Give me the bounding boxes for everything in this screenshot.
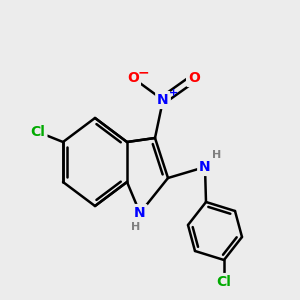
Text: O: O [188,71,200,85]
Text: N: N [199,160,211,174]
Text: H: H [212,150,222,160]
Text: Cl: Cl [217,275,231,289]
Text: −: − [137,65,149,79]
Text: N: N [157,93,169,107]
Text: O: O [127,71,139,85]
Text: Cl: Cl [31,125,45,139]
Text: H: H [131,222,141,232]
Text: +: + [169,88,178,98]
Text: N: N [134,206,146,220]
